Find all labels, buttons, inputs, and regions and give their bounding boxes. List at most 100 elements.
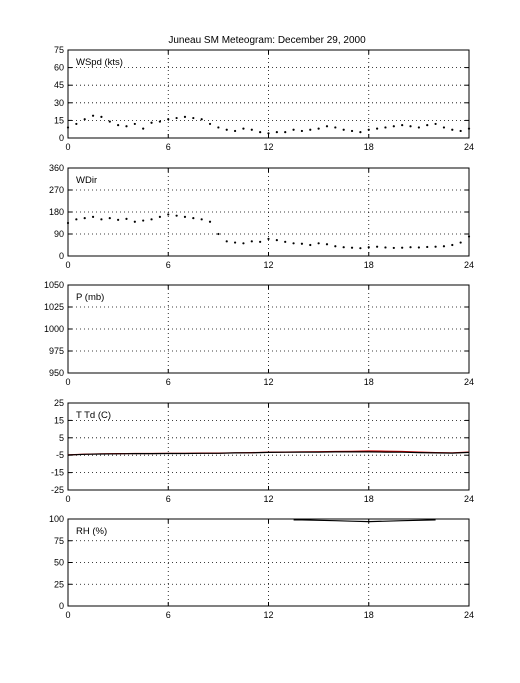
panel-5-ytick-label: 100 (49, 514, 64, 524)
panel-2-data-point (250, 240, 253, 243)
panel-2-data-point (442, 245, 446, 248)
panel-1-data-point (426, 123, 429, 127)
panel-4-xtick-label: 12 (263, 494, 273, 504)
panel-1-ytick-label: 60 (54, 63, 64, 73)
panel-2-data-point (376, 245, 379, 248)
panel-1-data-point (317, 127, 320, 130)
figure-title: Juneau SM Meteogram: December 29, 2000 (168, 35, 366, 46)
panel-2-ytick-label: 270 (49, 185, 64, 195)
panel-1-data-point (292, 128, 295, 131)
panel-2-data-point (150, 218, 153, 221)
panel-2-data-point (225, 240, 228, 243)
panel-2-data-point (334, 245, 337, 248)
panel-2-data-point (242, 242, 245, 245)
panel-1-data-point (217, 126, 220, 129)
panel-4-ytick-label: -15 (51, 468, 64, 478)
panel-1-data-point (467, 127, 471, 130)
panel-2-xtick-label: 6 (166, 260, 171, 270)
panel-2-data-point (367, 246, 370, 249)
panel-2-data-point (292, 242, 295, 245)
panel-2-data-point (300, 242, 304, 245)
panel-1-data-point (442, 126, 446, 129)
panel-1-ytick-label: 30 (54, 98, 64, 108)
panel-2-data-point (451, 243, 454, 247)
panel-1-ytick-label: 45 (54, 80, 64, 90)
panel-5-xtick-label: 12 (263, 610, 273, 620)
panel-2-data-point (350, 246, 354, 249)
panel-2-data-point (192, 217, 195, 220)
panel-1-data-point (451, 128, 454, 131)
panel-1-data-point (75, 122, 78, 126)
panel-2-data-point (83, 217, 86, 220)
panel-3-label: P (mb) (76, 292, 104, 303)
panel-1-data-point (300, 129, 304, 133)
panel-2-data-point (317, 242, 320, 245)
panel-3-xtick-label: 24 (464, 377, 474, 387)
panel-2-data-point (267, 237, 270, 240)
panel-1-data-point (175, 116, 178, 120)
panel-2-data-point (108, 217, 111, 220)
panel-2-data-point (142, 219, 145, 222)
panel-4-ytick-label: 15 (54, 415, 64, 425)
panel-2-data-point (309, 243, 312, 247)
panel-2-data-point (217, 232, 220, 236)
panel-3-ytick-label: 950 (49, 368, 64, 378)
panel-1-data-point (334, 126, 337, 129)
panel-2-data-point (426, 245, 429, 249)
panel-2-data-point (434, 245, 437, 248)
panel-1-data-point (392, 125, 395, 128)
panel-4-ytick-label: -25 (51, 485, 64, 495)
panel-2-data-point (183, 215, 187, 218)
panel-5-ytick-label: 25 (54, 579, 64, 589)
panel-3-ytick-label: 1000 (44, 324, 64, 334)
panel-5-label: RH (%) (76, 526, 107, 537)
panel-1-data-point (142, 127, 145, 130)
panel-5-ytick-label: 50 (54, 558, 64, 568)
panel-3-ytick-label: 1025 (44, 302, 64, 312)
panel-2-data-point (325, 243, 329, 246)
panel-1-data-point (108, 120, 111, 123)
panel-2-ytick-label: 180 (49, 207, 64, 217)
panel-2-data-point (91, 215, 95, 218)
panel-1-data-point (100, 115, 103, 118)
panel-1-data-point (376, 127, 379, 130)
panel-2-label: WDir (76, 175, 97, 186)
panel-4-xtick-label: 6 (166, 494, 171, 504)
panel-3-ytick-label: 1050 (44, 280, 64, 290)
panel-4-xtick-label: 0 (65, 494, 70, 504)
panel-4-axes-frame (67, 402, 470, 491)
panel-1-data-point (167, 118, 170, 121)
panel-2-data-point (342, 246, 345, 249)
panel-1-xtick-label: 24 (464, 142, 474, 152)
panel-4-label: T Td (C) (76, 410, 111, 421)
panel-2-data-point (467, 235, 471, 238)
panel-2-data-point (133, 220, 136, 223)
panel-1-data-point (83, 118, 86, 121)
panel-1-data-point (325, 125, 329, 128)
panel-2-data-point (392, 246, 395, 250)
panel-1-data-point (367, 128, 370, 131)
panel-2-data-point (409, 246, 412, 249)
panel-4-series-line-2 (67, 451, 470, 456)
panel-1-data-point (66, 126, 70, 129)
panel-5-ytick-label: 75 (54, 536, 64, 546)
panel-2-ytick-label: 360 (49, 163, 64, 173)
panel-1-data-point (309, 128, 312, 131)
panel-2-ytick-label: 90 (54, 229, 64, 239)
panel-2-data-point (417, 246, 420, 249)
panel-2-data-point (359, 247, 362, 250)
panel-3-xtick-label: 0 (65, 377, 70, 387)
panel-1-xtick-label: 12 (263, 142, 273, 152)
panel-2-data-point (259, 240, 262, 243)
panel-2-data-point (75, 218, 78, 221)
panel-1-data-point (117, 123, 120, 127)
panel-2-data-point (167, 213, 170, 216)
panel-2-data-point (284, 240, 287, 243)
panel-2-data-point (117, 218, 120, 221)
panel-4-ytick-label: -5 (56, 450, 64, 460)
panel-4-xtick-label: 24 (464, 494, 474, 504)
panel-3-xtick-label: 12 (263, 377, 273, 387)
panel-2-xtick-label: 24 (464, 260, 474, 270)
panel-2-data-point (459, 241, 462, 244)
